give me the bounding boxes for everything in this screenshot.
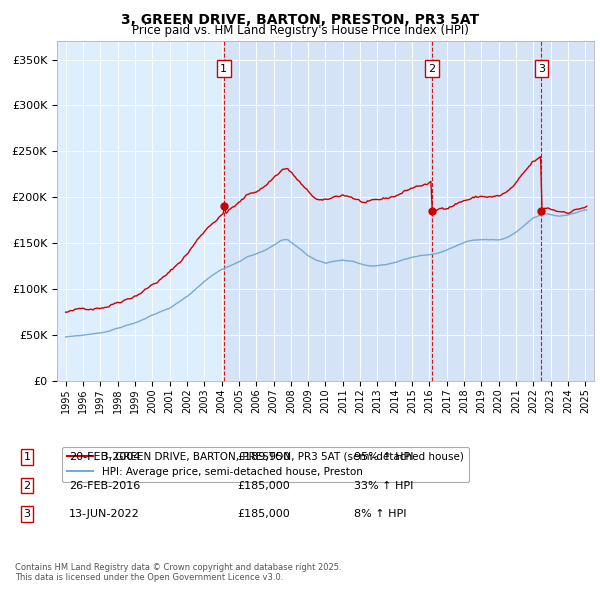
- Text: 13-JUN-2022: 13-JUN-2022: [69, 509, 140, 519]
- Text: 2: 2: [23, 481, 31, 490]
- Text: 26-FEB-2016: 26-FEB-2016: [69, 481, 140, 490]
- Text: £189,950: £189,950: [237, 453, 290, 462]
- Bar: [224, 41, 432, 381]
- Text: Price paid vs. HM Land Registry's House Price Index (HPI): Price paid vs. HM Land Registry's House …: [131, 24, 469, 37]
- Text: £185,000: £185,000: [237, 481, 290, 490]
- Text: 95% ↑ HPI: 95% ↑ HPI: [354, 453, 413, 462]
- Text: 1: 1: [220, 64, 227, 74]
- Text: 1: 1: [23, 453, 31, 462]
- Text: 8% ↑ HPI: 8% ↑ HPI: [354, 509, 407, 519]
- Legend: 3, GREEN DRIVE, BARTON, PRESTON, PR3 5AT (semi-detached house), HPI: Average pri: 3, GREEN DRIVE, BARTON, PRESTON, PR3 5AT…: [62, 447, 469, 482]
- Text: £185,000: £185,000: [237, 509, 290, 519]
- Text: 3: 3: [538, 64, 545, 74]
- Bar: [541, 41, 594, 381]
- Text: 20-FEB-2004: 20-FEB-2004: [69, 453, 140, 462]
- Text: 2: 2: [428, 64, 436, 74]
- Text: 33% ↑ HPI: 33% ↑ HPI: [354, 481, 413, 490]
- Bar: [432, 41, 541, 381]
- Text: Contains HM Land Registry data © Crown copyright and database right 2025.
This d: Contains HM Land Registry data © Crown c…: [15, 563, 341, 582]
- Text: 3, GREEN DRIVE, BARTON, PRESTON, PR3 5AT: 3, GREEN DRIVE, BARTON, PRESTON, PR3 5AT: [121, 13, 479, 27]
- Text: 3: 3: [23, 509, 31, 519]
